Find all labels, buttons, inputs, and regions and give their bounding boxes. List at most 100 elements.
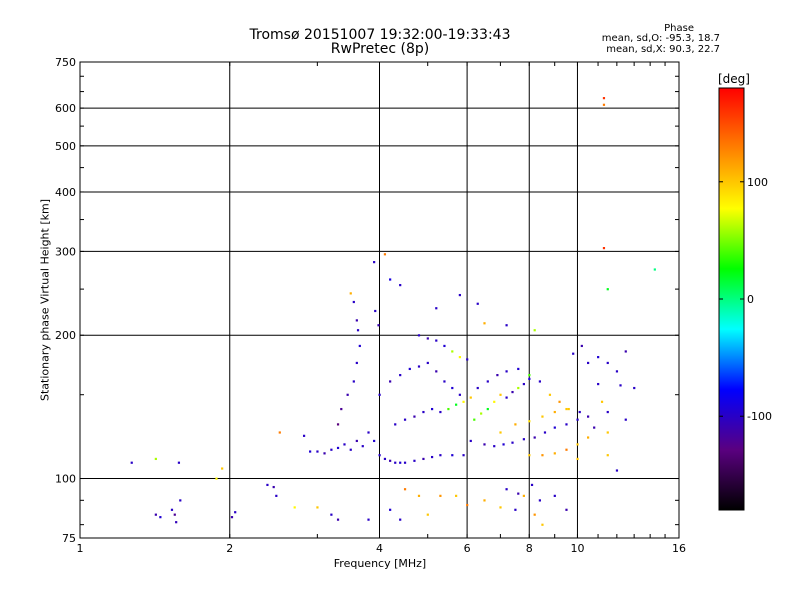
y-tick-label: 600: [55, 102, 76, 115]
data-points: [130, 97, 656, 526]
data-point: [558, 400, 561, 403]
data-point: [606, 288, 609, 291]
data-point: [426, 337, 429, 340]
y-tick-label: 750: [55, 56, 76, 69]
data-point: [576, 418, 579, 421]
data-point: [514, 423, 517, 426]
data-point: [336, 518, 340, 521]
data-point: [462, 454, 465, 457]
data-point: [272, 485, 275, 489]
data-point: [553, 410, 556, 414]
data-point: [355, 319, 358, 322]
data-point: [505, 324, 508, 327]
data-point: [352, 380, 355, 383]
data-point: [538, 499, 541, 502]
data-point: [522, 438, 525, 441]
colorbar-tick-label: 0: [747, 293, 754, 306]
x-tick-label: 1: [77, 542, 84, 555]
data-point: [435, 370, 438, 373]
data-point: [234, 511, 237, 514]
y-tick-label: 300: [55, 245, 76, 258]
data-point: [358, 344, 361, 348]
y-axis-label: Stationary phase Virtual Height [km]: [38, 198, 52, 402]
data-point: [541, 415, 544, 418]
data-point: [565, 508, 568, 511]
data-point: [530, 483, 534, 487]
data-point: [462, 400, 465, 403]
data-point: [514, 508, 517, 511]
colorbar-tick-label: -100: [747, 410, 772, 423]
data-point: [378, 393, 381, 396]
data-point: [553, 452, 556, 455]
data-point: [330, 513, 333, 516]
data-point: [221, 467, 224, 470]
data-point: [576, 457, 579, 461]
data-point: [522, 382, 525, 386]
data-point: [600, 400, 604, 403]
data-point: [499, 393, 502, 396]
data-point: [522, 494, 525, 497]
y-tick-label: 500: [55, 140, 76, 153]
data-point: [458, 393, 461, 396]
data-point: [336, 446, 340, 450]
data-point: [399, 461, 402, 464]
data-point: [389, 508, 392, 511]
data-point: [597, 356, 600, 359]
data-point: [483, 443, 486, 446]
data-point: [455, 403, 458, 406]
data-point: [624, 350, 627, 353]
x-tick-label: 16: [672, 542, 686, 555]
data-point: [505, 488, 508, 491]
data-point: [517, 386, 520, 390]
data-point: [343, 443, 346, 446]
data-point: [511, 441, 514, 444]
data-point: [593, 426, 596, 429]
data-point: [346, 393, 349, 396]
data-point: [606, 431, 609, 434]
x-tick-label: 4: [376, 542, 383, 555]
data-point: [572, 352, 575, 355]
x-tick-label: 10: [570, 542, 584, 555]
data-point: [615, 469, 619, 472]
data-point: [533, 513, 536, 516]
data-point: [417, 334, 421, 337]
data-point: [316, 506, 319, 509]
data-point: [483, 322, 486, 325]
y-tick-label: 400: [55, 186, 76, 199]
data-point: [408, 367, 411, 371]
data-point: [389, 278, 392, 281]
data-point: [606, 361, 609, 365]
data-point: [435, 307, 438, 310]
data-point: [586, 436, 590, 439]
data-point: [422, 457, 425, 461]
data-point: [399, 518, 402, 521]
data-point: [505, 370, 508, 373]
data-point: [426, 361, 429, 365]
data-point: [130, 461, 133, 464]
data-point: [373, 439, 376, 443]
data-point: [511, 390, 514, 394]
data-point: [553, 426, 556, 429]
data-point: [565, 407, 568, 411]
data-point: [403, 488, 407, 491]
data-point: [543, 431, 547, 434]
axis-ticks: 1 2 4 6 8 10 16 75 100 200 300 400 500 600 750: [55, 56, 686, 555]
data-point: [580, 344, 583, 348]
data-point: [517, 492, 520, 495]
y-tick-label: 75: [62, 532, 76, 545]
data-point: [476, 302, 479, 305]
data-point: [439, 454, 442, 457]
data-point: [458, 356, 461, 359]
data-point: [469, 396, 472, 399]
data-point: [528, 420, 531, 423]
data-point: [466, 358, 469, 361]
data-point: [602, 247, 606, 250]
colorbar-label: [deg]: [718, 72, 750, 86]
data-point: [493, 400, 496, 403]
data-point: [383, 253, 387, 256]
x-tick-label: 2: [226, 542, 233, 555]
data-point: [309, 450, 312, 453]
data-point: [426, 513, 429, 516]
data-point: [435, 339, 438, 342]
